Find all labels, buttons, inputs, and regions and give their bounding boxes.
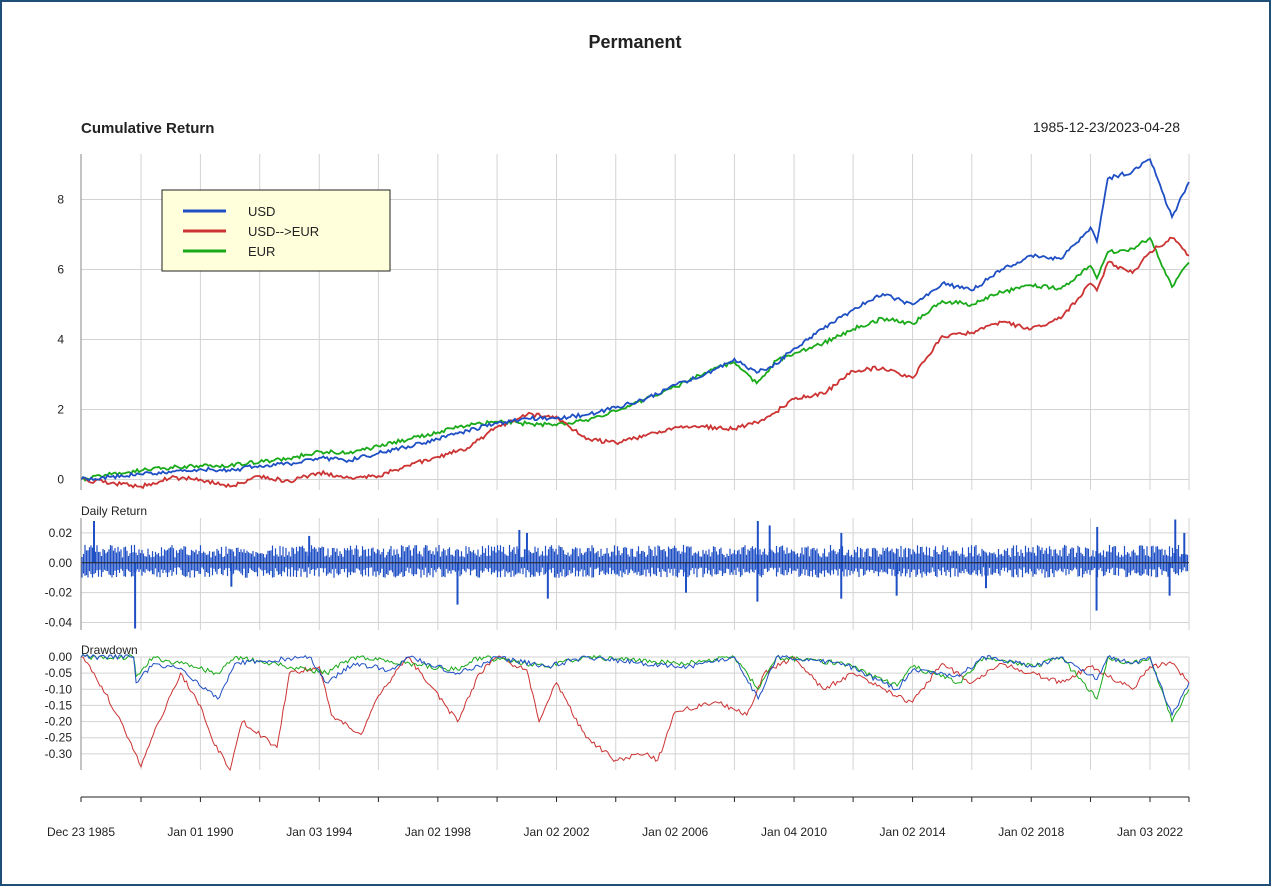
y-tick-label-p2: 0.02 [49,526,73,540]
page-title: Permanent [588,32,681,52]
y-tick-label-p1: 0 [57,473,64,487]
y-tick-label-p1: 8 [57,193,64,207]
x-tick-label: Jan 02 2006 [642,825,708,839]
y-tick-label-p1: 4 [57,333,64,347]
x-tick-label: Jan 03 1994 [286,825,352,839]
y-tick-label-p2: -0.04 [45,616,73,630]
x-tick-label: Jan 02 2014 [880,825,946,839]
panel2-title: Daily Return [81,504,147,518]
cumulative-line-usd-eur [80,236,1190,490]
y-tick-label-p3: -0.15 [45,698,73,712]
cumulative-line-eur [80,236,1190,482]
drawdown-line-usd [80,653,1190,717]
axis-layer: 0 2 4 6 8 -0.04 -0.02 0.00 0.02 0.00 -0.05 -0.10 -0.… [45,154,1190,839]
y-tick-label-p2: -0.02 [45,586,73,600]
y-tick-label-p3: -0.10 [45,682,73,696]
legend: USD USD-->EUR EUR [161,189,391,272]
date-range-label: 1985-12-23/2023-04-28 [1033,119,1180,135]
x-tick-label: Jan 01 1990 [167,825,233,839]
y-tick-label-p3: -0.25 [45,731,73,745]
y-tick-label-p3: -0.05 [45,666,73,680]
drawdown-line-usd-eur [80,655,1190,772]
cumulative-line-usd [80,158,1190,482]
x-tick-label: Dec 23 1985 [47,825,115,839]
legend-label-eur: EUR [248,244,275,259]
data-layer [80,158,1190,772]
y-tick-label-p3: -0.30 [45,747,73,761]
drawdown-line-eur [80,653,1190,724]
x-tick-label: Jan 02 2002 [523,825,589,839]
y-tick-label-p1: 2 [57,403,64,417]
y-tick-label-p3: -0.20 [45,715,73,729]
y-tick-label-p2: 0.00 [49,556,73,570]
legend-label-usd-eur: USD-->EUR [248,224,319,239]
panel3-title: Drawdown [81,643,138,657]
daily-return-bars [81,544,1189,578]
x-tick-label: Jan 04 2010 [761,825,827,839]
panel1-title: Cumulative Return [81,120,214,137]
x-tick-label: Jan 02 1998 [405,825,471,839]
y-tick-label-p1: 6 [57,263,64,277]
legend-label-usd: USD [248,204,275,219]
x-tick-label: Jan 03 2022 [1117,825,1183,839]
x-tick-label: Jan 02 2018 [998,825,1064,839]
y-tick-label-p3: 0.00 [49,650,73,664]
